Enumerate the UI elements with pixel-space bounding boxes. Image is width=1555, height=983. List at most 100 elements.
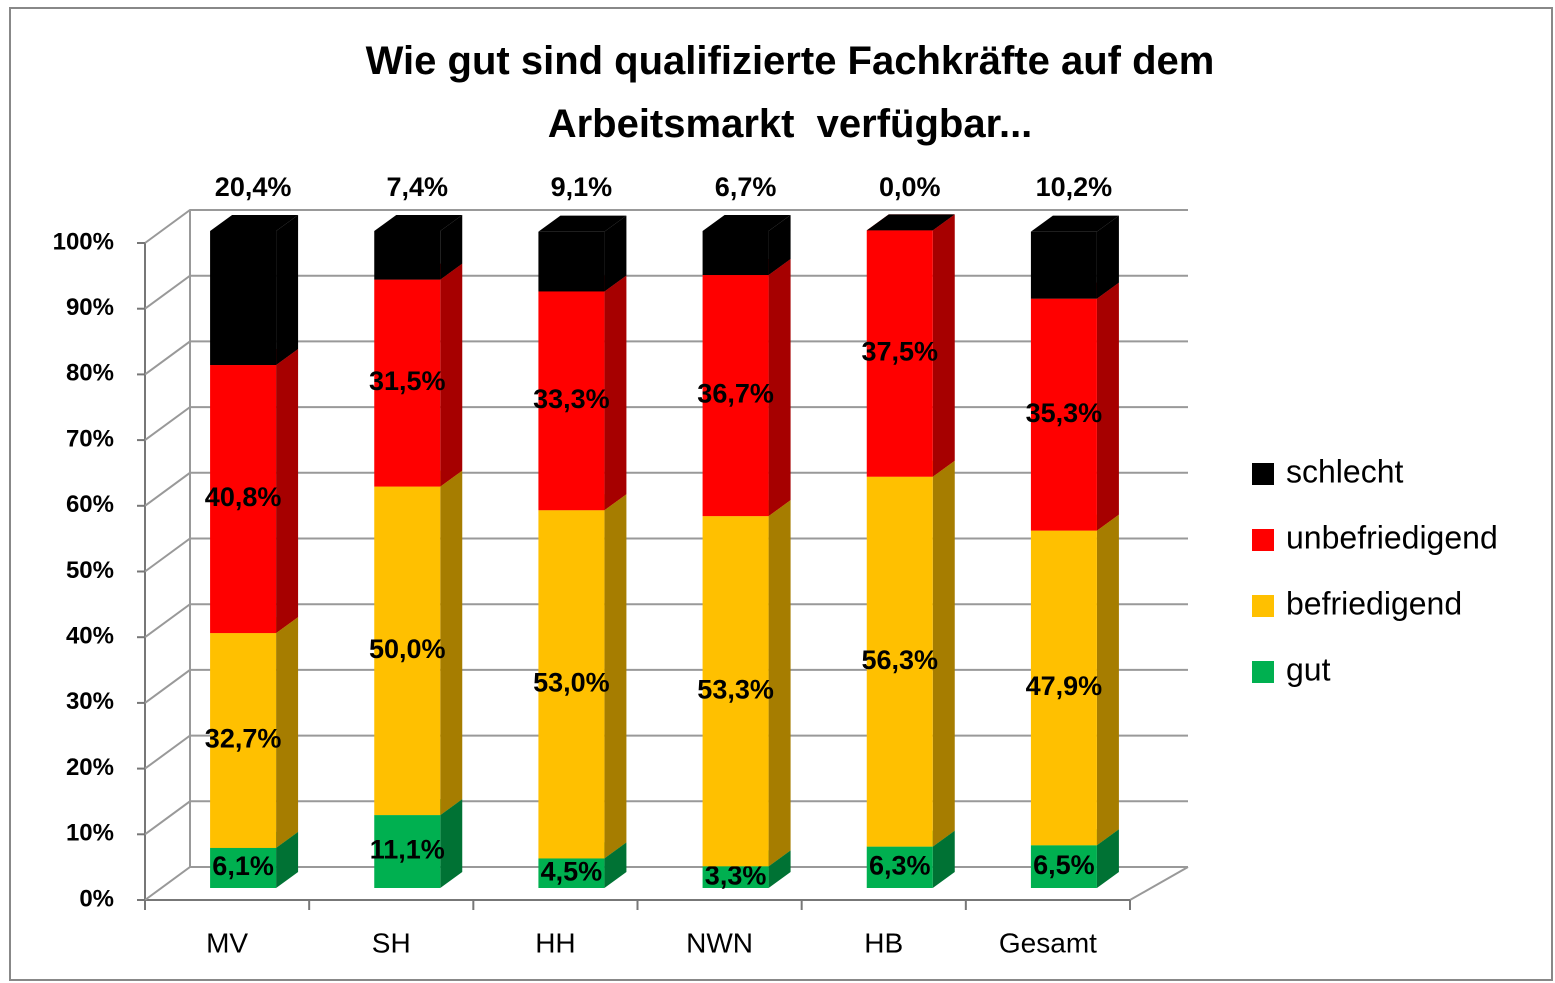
grid-line	[144, 209, 1188, 244]
data-label: 7,4%	[386, 172, 448, 202]
bar	[1030, 845, 1097, 888]
x-tick-label: MV	[206, 927, 248, 958]
y-tick-label: 30%	[66, 688, 114, 715]
bar-side	[276, 831, 299, 888]
frame	[9, 7, 1553, 981]
y-tick-label: 100%	[53, 228, 114, 255]
bar-side	[440, 215, 463, 280]
grid-line	[144, 471, 1188, 507]
grid-line	[144, 866, 1188, 901]
bar	[866, 230, 933, 477]
bar	[374, 815, 441, 888]
grid-line	[144, 406, 1188, 441]
legend-swatch	[1252, 661, 1274, 683]
data-label: 20,4%	[215, 172, 292, 202]
legend-label: unbefriedigend	[1286, 519, 1498, 555]
data-label: 4,5%	[541, 856, 603, 886]
legend-swatch	[1252, 463, 1274, 485]
bar-side	[276, 349, 299, 634]
data-label: 36,7%	[697, 379, 774, 409]
bar-side	[1096, 829, 1119, 888]
legend-label: gut	[1286, 651, 1331, 687]
grid-line	[144, 537, 1188, 573]
data-label: 47,9%	[1026, 671, 1103, 701]
data-label: 32,7%	[205, 724, 282, 754]
y-tick-label: 10%	[66, 820, 114, 847]
y-tick-label: 80%	[66, 360, 114, 387]
grid-line	[144, 340, 1188, 376]
bar	[702, 866, 769, 888]
bar-top	[1030, 215, 1119, 232]
y-tick-label: 60%	[66, 491, 114, 518]
data-label: 33,3%	[533, 384, 610, 414]
x-tick-label: HH	[535, 927, 575, 958]
bar	[702, 231, 769, 276]
y-tick-label: 20%	[66, 754, 114, 781]
bar-side	[604, 215, 627, 292]
bar-side	[276, 617, 299, 848]
bar-side	[440, 799, 463, 888]
x-tick-label: HB	[864, 927, 903, 958]
grid-line	[144, 734, 1188, 770]
data-label: 6,1%	[212, 851, 274, 881]
bar	[702, 516, 769, 867]
bar-side	[768, 259, 791, 517]
data-label: 53,0%	[533, 667, 610, 697]
y-tick-label: 90%	[66, 294, 114, 321]
data-label: 53,3%	[697, 674, 774, 704]
bar-top	[210, 215, 299, 231]
y-tick-label: 40%	[66, 623, 114, 650]
bar-side	[276, 215, 299, 366]
bar	[538, 291, 605, 511]
y-tick-label: 70%	[66, 425, 114, 452]
bar-side	[932, 214, 955, 477]
grid-line	[144, 668, 1188, 704]
bar	[210, 847, 277, 888]
bar-side	[440, 263, 463, 487]
data-label: 6,5%	[1033, 850, 1095, 880]
bar-side	[604, 275, 627, 511]
data-label: 0,0%	[879, 172, 941, 202]
bar-top	[866, 214, 955, 231]
legend-label: befriedigend	[1286, 585, 1462, 621]
data-label: 31,5%	[369, 366, 446, 396]
bar-side	[604, 494, 627, 859]
bar	[210, 231, 277, 366]
x-tick-label: Gesamt	[999, 927, 1097, 958]
x-tick-label: SH	[372, 927, 411, 958]
chart-title: Wie gut sind qualifizierte Fachkräfte au…	[365, 39, 1224, 146]
data-label: 56,3%	[861, 645, 938, 675]
bar	[866, 476, 933, 847]
bar-side	[768, 215, 791, 276]
data-label: 37,5%	[861, 337, 938, 367]
y-tick-label: 0%	[79, 885, 114, 912]
data-label: 9,1%	[551, 172, 613, 202]
data-label: 40,8%	[205, 482, 282, 512]
bar	[538, 231, 605, 292]
legend-swatch	[1252, 529, 1274, 551]
bar	[210, 365, 277, 634]
grid-line	[144, 603, 1188, 639]
bar-top	[374, 215, 463, 231]
bar-top	[702, 215, 791, 231]
bar-side	[1096, 215, 1119, 299]
bar-side	[440, 470, 463, 816]
bar	[866, 846, 933, 888]
grid-line	[144, 274, 1188, 310]
data-label: 6,3%	[869, 850, 931, 880]
bar	[538, 858, 605, 888]
bar	[1030, 231, 1097, 299]
bar-side	[768, 850, 791, 888]
bar	[1030, 530, 1097, 846]
bar	[374, 486, 441, 816]
bar	[210, 633, 277, 848]
grid-line	[144, 800, 1188, 836]
data-label: 10,2%	[1036, 172, 1113, 202]
data-label: 11,1%	[370, 835, 445, 865]
bar	[538, 510, 605, 859]
bar-side	[932, 460, 955, 847]
bar	[1030, 298, 1097, 531]
bar	[374, 231, 441, 280]
